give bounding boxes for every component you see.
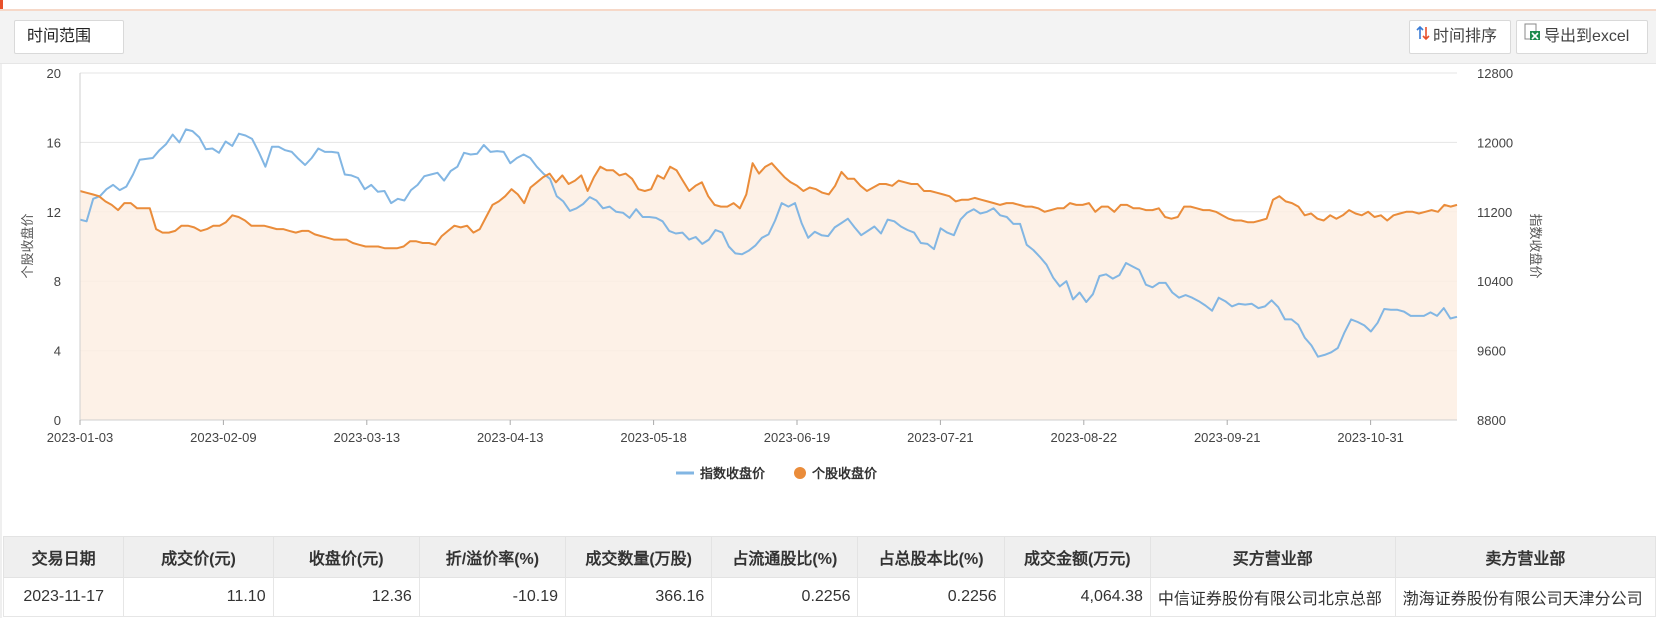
right-tick-label: 8800 bbox=[1477, 413, 1506, 428]
stock-price-area bbox=[80, 163, 1457, 420]
header-close-price[interactable]: 收盘价(元) bbox=[272, 536, 420, 578]
cell-float-ratio: 0.2256 bbox=[711, 577, 859, 617]
left-tick-label: 8 bbox=[54, 274, 61, 289]
left-tick-label: 4 bbox=[54, 344, 61, 359]
cell-seller[interactable]: 渤海证券股份有限公司天津分公司 bbox=[1394, 577, 1656, 617]
legend-stock-label: 个股收盘价 bbox=[811, 466, 878, 482]
x-tick-label: 2023-04-13 bbox=[477, 430, 544, 445]
left-tick-label: 12 bbox=[47, 205, 61, 220]
export-excel-button[interactable]: 导出到excel bbox=[1516, 20, 1648, 54]
left-tick-label: 0 bbox=[54, 413, 61, 428]
right-axis-title: 指数收盘价 bbox=[1527, 213, 1543, 278]
x-tick-label: 2023-01-03 bbox=[47, 430, 114, 445]
x-tick-label: 2023-09-21 bbox=[1194, 430, 1261, 445]
legend-stock-marker bbox=[794, 467, 806, 479]
right-tick-label: 9600 bbox=[1477, 344, 1506, 359]
panel-left-border bbox=[0, 11, 2, 618]
sort-arrows-icon bbox=[1416, 21, 1430, 53]
x-tick-label: 2023-05-18 bbox=[620, 430, 687, 445]
cell-trade-date: 2023-11-17 bbox=[2, 577, 125, 617]
top-strip bbox=[0, 0, 1656, 11]
right-tick-label: 11200 bbox=[1477, 205, 1512, 220]
cell-deal-price: 11.10 bbox=[123, 577, 274, 617]
excel-icon bbox=[1523, 21, 1541, 53]
header-total-ratio[interactable]: 占总股本比(%) bbox=[857, 536, 1005, 578]
right-tick-label: 12000 bbox=[1477, 135, 1513, 150]
legend-index-label: 指数收盘价 bbox=[700, 466, 766, 482]
x-tick-label: 2023-06-19 bbox=[764, 430, 831, 445]
block-trade-table: 交易日期 成交价(元) 收盘价(元) 折/溢价率(%) 成交数量(万股) 占流通… bbox=[2, 536, 1656, 617]
x-tick-label: 2023-08-22 bbox=[1051, 430, 1118, 445]
cell-total-ratio: 0.2256 bbox=[857, 577, 1005, 617]
left-tick-label: 16 bbox=[47, 135, 61, 150]
header-volume[interactable]: 成交数量(万股) bbox=[565, 536, 713, 578]
header-seller[interactable]: 卖方营业部 bbox=[1394, 536, 1656, 578]
header-buyer[interactable]: 买方营业部 bbox=[1149, 536, 1396, 578]
time-sort-button[interactable]: 时间排序 bbox=[1409, 20, 1511, 54]
cell-premium-rate: -10.19 bbox=[418, 577, 567, 617]
header-premium-rate[interactable]: 折/溢价率(%) bbox=[418, 536, 567, 578]
header-deal-price[interactable]: 成交价(元) bbox=[123, 536, 274, 578]
accent-mark bbox=[0, 0, 3, 10]
index-close-line bbox=[79, 128, 1458, 358]
sort-label: 时间排序 bbox=[1433, 28, 1498, 45]
export-label: 导出到excel bbox=[1544, 28, 1630, 45]
left-axis-title: 个股收盘价 bbox=[20, 213, 36, 278]
left-tick-label: 20 bbox=[47, 66, 61, 81]
x-tick-label: 2023-10-31 bbox=[1337, 430, 1404, 445]
time-range-button[interactable]: 时间范围 bbox=[14, 20, 124, 54]
chart-svg: 0 4 8 12 16 20 8800 9600 10400 11200 12000 12800 202… bbox=[20, 66, 1543, 482]
cell-buyer[interactable]: 中信证券股份有限公司北京总部 bbox=[1149, 577, 1396, 617]
header-trade-date[interactable]: 交易日期 bbox=[2, 536, 125, 578]
right-tick-label: 10400 bbox=[1477, 274, 1513, 289]
x-tick-label: 2023-07-21 bbox=[907, 430, 974, 445]
table-header-row: 交易日期 成交价(元) 收盘价(元) 折/溢价率(%) 成交数量(万股) 占流通… bbox=[2, 536, 1656, 578]
header-divider bbox=[0, 9, 1656, 11]
right-tick-label: 12800 bbox=[1477, 66, 1513, 81]
stock-close-line bbox=[79, 162, 1458, 250]
price-chart: 0 4 8 12 16 20 8800 9600 10400 11200 12000 12800 202… bbox=[0, 63, 1656, 533]
header-amount[interactable]: 成交金额(万元) bbox=[1003, 536, 1151, 578]
toolbar: 时间范围 时间排序 导出到excel bbox=[0, 11, 1656, 64]
x-tick-label: 2023-03-13 bbox=[334, 430, 401, 445]
table-row[interactable]: 2023-11-17 11.10 12.36 -10.19 366.16 0.2… bbox=[2, 577, 1656, 617]
x-tick-label: 2023-02-09 bbox=[190, 430, 257, 445]
cell-volume: 366.16 bbox=[565, 577, 713, 617]
header-float-ratio[interactable]: 占流通股比(%) bbox=[711, 536, 859, 578]
cell-amount: 4,064.38 bbox=[1003, 577, 1151, 617]
cell-close-price: 12.36 bbox=[272, 577, 420, 617]
